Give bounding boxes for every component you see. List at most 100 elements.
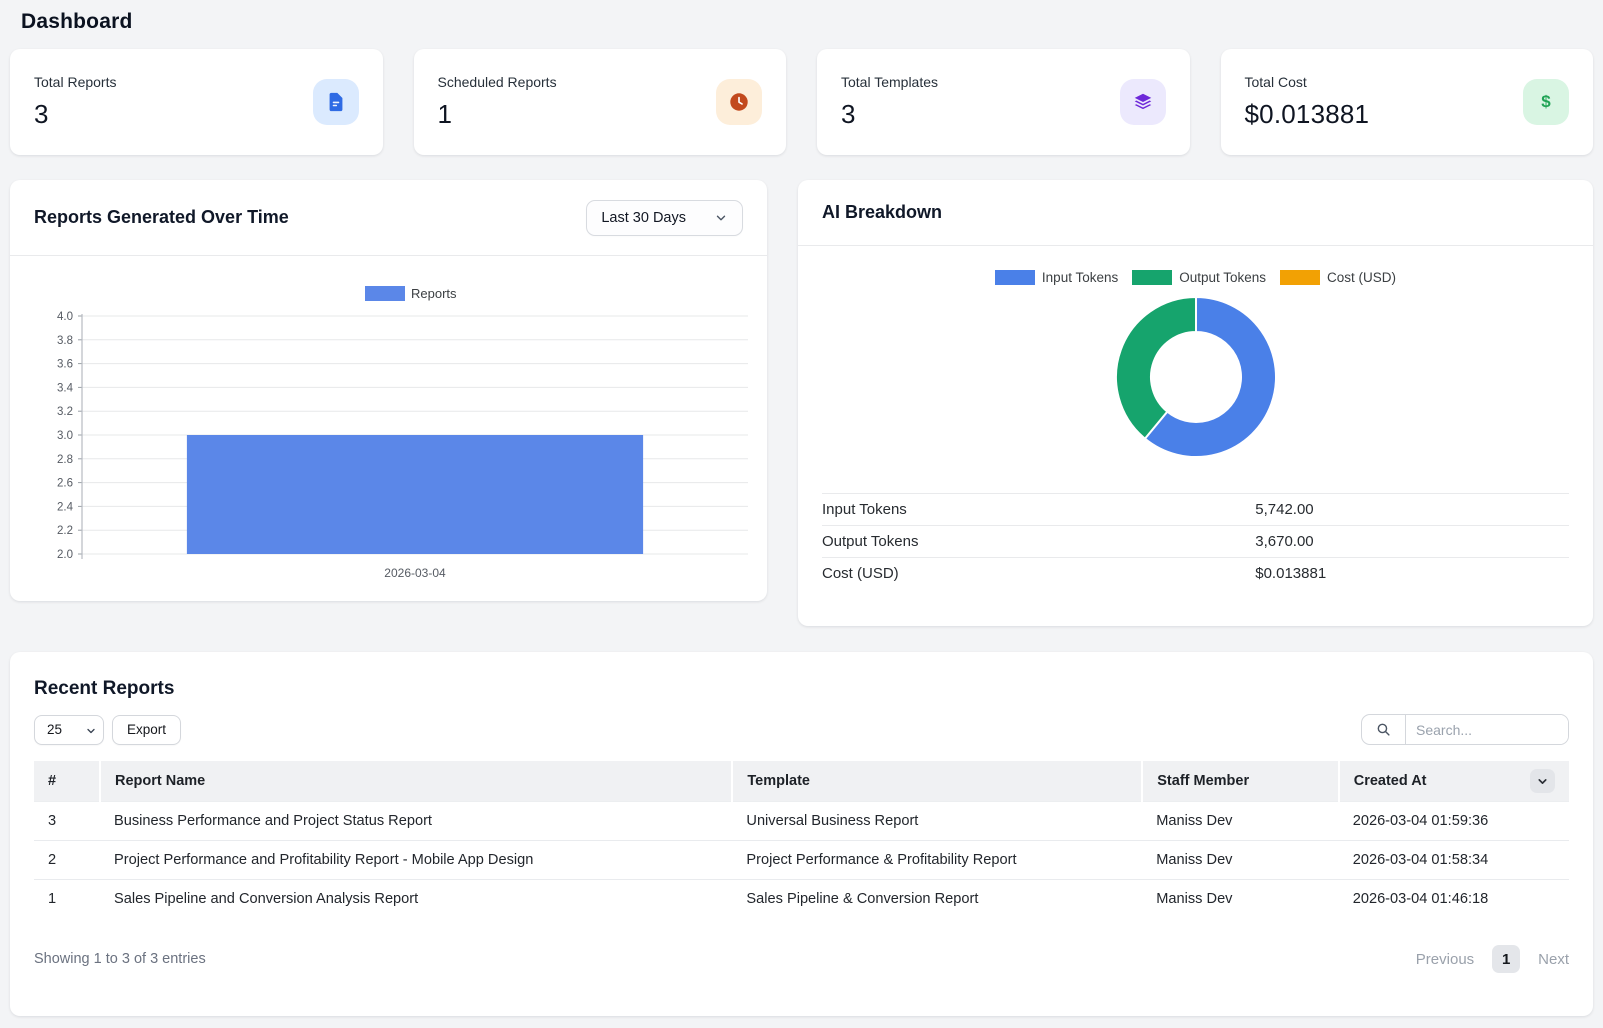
stat-label: Total Templates xyxy=(841,74,939,90)
export-button[interactable]: Export xyxy=(112,714,182,745)
svg-text:2.8: 2.8 xyxy=(57,454,73,466)
previous-page-button[interactable]: Previous xyxy=(1415,950,1475,968)
column-header-report-name[interactable]: Report Name xyxy=(100,761,734,802)
page-title: Dashboard xyxy=(21,10,133,33)
created-at-cell: 2026-03-04 01:59:36 xyxy=(1338,801,1569,841)
svg-text:2.2: 2.2 xyxy=(57,525,73,537)
ai-donut-chart xyxy=(1114,295,1277,458)
svg-text:2.4: 2.4 xyxy=(57,501,74,513)
column-header-number[interactable]: # xyxy=(34,761,101,802)
reports-over-time-card: Reports Generated Over Time Last 30 Days… xyxy=(10,180,767,601)
ai-breakdown-row: Cost (USD) $0.013881 xyxy=(822,557,1569,589)
search-icon xyxy=(1362,715,1406,744)
staff-member-cell: Maniss Dev xyxy=(1142,879,1339,918)
dollar-icon: $ xyxy=(1523,79,1569,125)
recent-reports-card: Recent Reports 25 Export xyxy=(10,652,1593,1016)
time-range-select[interactable]: Last 30 Days xyxy=(586,199,743,236)
ai-breakdown-title: AI Breakdown xyxy=(822,202,943,222)
file-icon xyxy=(312,79,359,125)
stat-card-total-cost: Total Cost $0.013881 $ xyxy=(1220,49,1593,155)
ai-row-value: 5,742.00 xyxy=(1255,501,1314,518)
stat-value: 3 xyxy=(34,99,49,129)
column-header-template[interactable]: Template xyxy=(732,761,1144,802)
page-size-dropdown[interactable]: 25 xyxy=(35,715,103,744)
svg-text:3.0: 3.0 xyxy=(57,430,73,442)
report-number-cell: 2 xyxy=(34,840,100,880)
stats-row: Total Reports 3 Scheduled Reports 1 xyxy=(10,49,1593,155)
table-row: 1 Sales Pipeline and Conversion Analysis … xyxy=(34,879,1569,918)
recent-reports-title: Recent Reports xyxy=(34,678,175,699)
stat-value: 1 xyxy=(437,99,453,129)
time-range-value: Last 30 Days xyxy=(601,209,686,226)
ai-row-label: Output Tokens xyxy=(822,533,919,550)
report-name-cell: Business Performance and Project Status … xyxy=(100,801,733,841)
stat-value: $0.013881 xyxy=(1244,99,1370,129)
stat-label: Total Cost xyxy=(1244,74,1307,90)
column-header-created-at[interactable]: Created At xyxy=(1338,761,1569,802)
report-name-cell: Sales Pipeline and Conversion Analysis R… xyxy=(100,879,733,918)
legend-item-cost-usd-: Cost (USD) xyxy=(1280,270,1396,285)
legend-swatch xyxy=(1132,270,1173,285)
stat-card-scheduled-reports: Scheduled Reports 1 xyxy=(413,49,786,155)
layers-icon xyxy=(1119,79,1166,125)
staff-member-cell: Maniss Dev xyxy=(1142,801,1339,841)
ai-breakdown-table: Input Tokens 5,742.00 Output Tokens 3,670.0… xyxy=(822,493,1569,589)
ai-row-value: $0.013881 xyxy=(1255,565,1327,582)
template-cell: Project Performance & Profitability Repo… xyxy=(732,840,1143,880)
ai-row-label: Cost (USD) xyxy=(822,565,899,582)
page-size-select[interactable]: 25 xyxy=(34,714,104,745)
search-box[interactable] xyxy=(1361,714,1569,745)
entries-summary: Showing 1 to 3 of 3 entries xyxy=(34,951,206,967)
report-name-cell: Project Performance and Profitability Re… xyxy=(100,840,733,880)
svg-text:3.2: 3.2 xyxy=(57,406,73,418)
reports-chart-title: Reports Generated Over Time xyxy=(34,207,289,227)
reports-bar-chart: Reports 2.0 2.2 2.4 2.6 2.8 3.0 3.2 3.4 3.6 3.8 4.0… xyxy=(57,286,748,580)
svg-text:3.4: 3.4 xyxy=(57,382,74,394)
stat-value: 3 xyxy=(841,99,856,129)
ai-legend: Input Tokens Output Tokens Cost (USD) xyxy=(822,270,1569,285)
clock-icon xyxy=(716,79,762,125)
ai-breakdown-row: Output Tokens 3,670.00 xyxy=(822,525,1569,557)
svg-text:3.6: 3.6 xyxy=(57,359,73,371)
template-cell: Sales Pipeline & Conversion Report xyxy=(732,879,1143,918)
svg-text:Reports: Reports xyxy=(411,286,457,301)
svg-text:2.0: 2.0 xyxy=(57,549,73,561)
legend-item-input-tokens: Input Tokens xyxy=(994,270,1118,285)
ai-row-label: Input Tokens xyxy=(822,501,907,518)
svg-text:2026-03-04: 2026-03-04 xyxy=(384,566,446,580)
table-row: 3 Business Performance and Project Status… xyxy=(34,801,1569,841)
table-controls: 25 Export xyxy=(34,714,1569,745)
ai-row-value: 3,670.00 xyxy=(1255,533,1314,550)
pagination: Previous 1 Next xyxy=(1416,945,1569,973)
sort-chevron-icon[interactable] xyxy=(1530,769,1555,793)
chevron-down-icon xyxy=(714,211,728,225)
stat-label: Scheduled Reports xyxy=(437,74,557,90)
table-footer: Showing 1 to 3 of 3 entries Previous 1 N… xyxy=(34,945,1569,973)
template-cell: Universal Business Report xyxy=(732,801,1143,841)
charts-row: Reports Generated Over Time Last 30 Days… xyxy=(10,180,1593,626)
svg-text:2.6: 2.6 xyxy=(57,478,73,490)
next-page-button[interactable]: Next xyxy=(1538,950,1569,968)
legend-swatch xyxy=(1280,270,1321,285)
report-number-cell: 1 xyxy=(34,879,100,918)
ai-breakdown-card: AI Breakdown Input Tokens Output Tokens Co… xyxy=(798,180,1593,626)
svg-text:4.0: 4.0 xyxy=(57,311,73,323)
ai-breakdown-row: Input Tokens 5,742.00 xyxy=(822,493,1569,525)
recent-reports-table: # Report Name Template Staff Member Crea… xyxy=(34,761,1569,918)
stat-label: Total Reports xyxy=(34,74,117,90)
report-number-cell: 3 xyxy=(34,801,100,841)
current-page-button[interactable]: 1 xyxy=(1492,945,1521,973)
stat-card-total-reports: Total Reports 3 xyxy=(10,49,383,155)
column-header-staff-member[interactable]: Staff Member xyxy=(1142,761,1340,802)
table-row: 2 Project Performance and Profitability R… xyxy=(34,840,1569,880)
created-at-cell: 2026-03-04 01:46:18 xyxy=(1338,879,1569,918)
table-header-row: # Report Name Template Staff Member Crea… xyxy=(34,761,1569,802)
staff-member-cell: Maniss Dev xyxy=(1142,840,1339,880)
legend-swatch xyxy=(994,270,1035,285)
svg-text:3.8: 3.8 xyxy=(57,335,73,347)
stat-card-total-templates: Total Templates 3 xyxy=(817,49,1190,155)
created-at-cell: 2026-03-04 01:58:34 xyxy=(1338,840,1569,880)
legend-item-output-tokens: Output Tokens xyxy=(1132,270,1266,285)
search-input[interactable] xyxy=(1406,715,1568,744)
